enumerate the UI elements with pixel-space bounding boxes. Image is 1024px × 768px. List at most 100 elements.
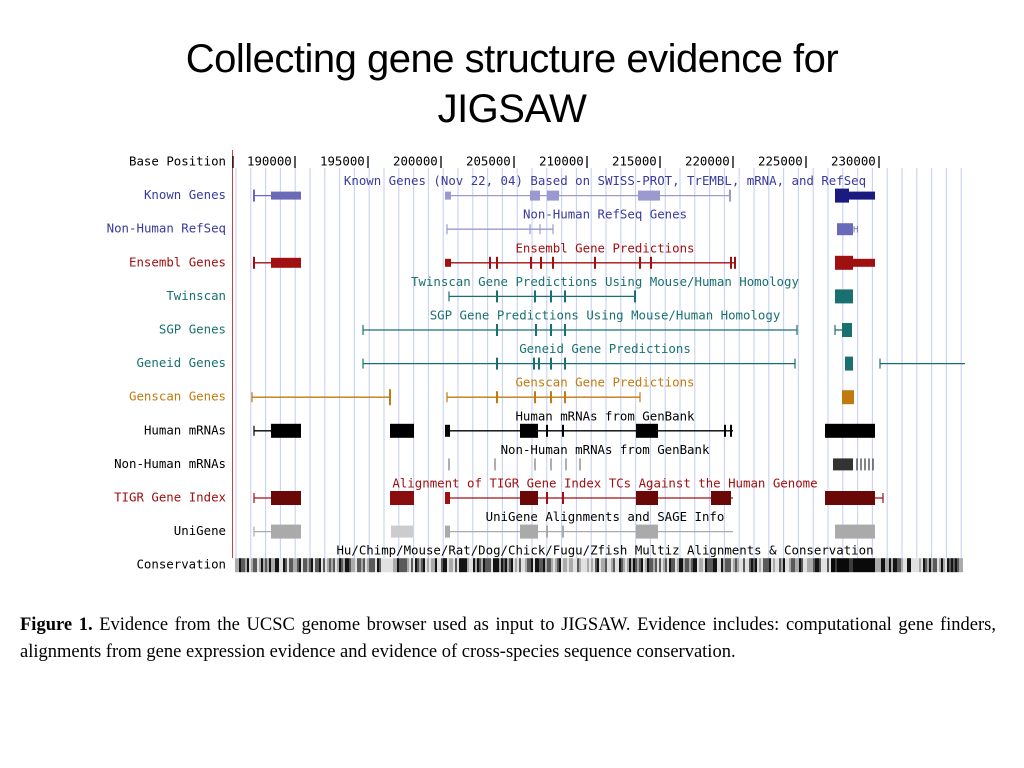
conservation-bar	[277, 558, 279, 573]
conservation-bar	[863, 558, 865, 573]
conservation-bar	[359, 558, 361, 573]
track-label-tigr: TIGR Gene Index	[114, 490, 226, 505]
conservation-bar	[679, 558, 681, 573]
conservation-bar	[391, 558, 393, 573]
conservation-bar	[347, 558, 349, 573]
conservation-bar	[337, 558, 339, 573]
track-title-nonhuman_refseq: Non-Human RefSeq Genes	[523, 207, 687, 222]
base-position-tick: 225000	[758, 154, 803, 169]
conservation-bar	[447, 558, 449, 573]
conservation-bar	[327, 558, 329, 573]
conservation-bar	[385, 558, 387, 573]
conservation-bar	[263, 558, 265, 573]
conservation-bar	[511, 558, 513, 573]
conservation-bar	[551, 558, 553, 573]
conservation-bar	[319, 558, 321, 573]
base-position-tick: 220000	[685, 154, 730, 169]
conservation-bar	[813, 558, 815, 573]
conservation-bar	[515, 558, 517, 573]
conservation-bar	[783, 558, 785, 573]
conservation-bar	[483, 558, 485, 573]
conservation-bar	[729, 558, 731, 573]
conservation-bar	[803, 558, 805, 573]
conservation-bar	[535, 558, 537, 573]
conservation-bar	[313, 558, 315, 573]
conservation-bar	[285, 558, 287, 573]
conservation-bar	[305, 558, 307, 573]
conservation-bar	[355, 558, 357, 573]
conservation-bar	[921, 558, 923, 573]
conservation-bar	[425, 558, 427, 573]
genscan-exon	[842, 390, 854, 405]
track-title-human_mrna: Human mRNAs from GenBank	[515, 408, 695, 423]
track-title-ensembl: Ensembl Gene Predictions	[515, 240, 694, 255]
conservation-bar	[257, 558, 259, 573]
conservation-bar	[431, 558, 433, 573]
conservation-bar	[777, 558, 779, 573]
conservation-bar	[439, 558, 441, 573]
conservation-bar	[861, 558, 863, 573]
conservation-bar	[473, 558, 475, 573]
conservation-bar	[705, 558, 707, 573]
known-gene-exon	[547, 190, 559, 201]
conservation-bar	[503, 558, 505, 573]
conservation-bar	[659, 558, 661, 573]
conservation-bar	[959, 558, 961, 573]
conservation-bar	[635, 558, 637, 573]
conservation-bar	[377, 558, 379, 573]
conservation-bar	[649, 558, 651, 573]
conservation-bar	[625, 558, 627, 573]
conservation-bar	[669, 558, 671, 573]
conservation-bar	[629, 558, 631, 573]
conservation-bar	[387, 558, 389, 573]
conservation-bar	[487, 558, 489, 573]
conservation-bar	[609, 558, 611, 573]
conservation-bar	[491, 558, 493, 573]
conservation-bar	[933, 558, 935, 573]
conservation-bar	[605, 558, 607, 573]
conservation-bar	[283, 558, 285, 573]
nonhuman-refseq-glyph: H	[853, 226, 858, 236]
conservation-bar	[749, 558, 751, 573]
conservation-bar	[529, 558, 531, 573]
conservation-bar	[849, 558, 851, 573]
conservation-bar	[627, 558, 629, 573]
conservation-bar	[577, 558, 579, 573]
conservation-bar	[925, 558, 927, 573]
conservation-bar	[947, 558, 949, 573]
conservation-bar	[893, 558, 895, 573]
conservation-bar	[415, 558, 417, 573]
conservation-bar	[835, 558, 837, 573]
track-title-tigr: Alignment of TIGR Gene Index TCs Against…	[392, 476, 817, 491]
conservation-bar	[303, 558, 305, 573]
conservation-bar	[421, 558, 423, 573]
conservation-bar	[261, 558, 263, 573]
conservation-bar	[781, 558, 783, 573]
conservation-bar	[741, 558, 743, 573]
sgp-exon	[842, 323, 852, 337]
conservation-bar	[375, 558, 377, 573]
conservation-bar	[297, 558, 299, 573]
conservation-bar	[533, 558, 535, 573]
conservation-bar	[595, 558, 597, 573]
conservation-bar	[423, 558, 425, 573]
tigr-exon	[271, 491, 301, 505]
conservation-bar	[751, 558, 753, 573]
conservation-bar	[363, 558, 365, 573]
conservation-bar	[837, 558, 839, 573]
conservation-bar	[733, 558, 735, 573]
conservation-bar	[957, 558, 959, 573]
conservation-bar	[929, 558, 931, 573]
conservation-bar	[525, 558, 527, 573]
conservation-bar	[417, 558, 419, 573]
conservation-bar	[887, 558, 889, 573]
nonhuman-refseq-exon	[837, 223, 853, 236]
conservation-bar	[287, 558, 289, 573]
conservation-bar	[789, 558, 791, 573]
conservation-bar	[611, 558, 613, 573]
conservation-bar	[833, 558, 835, 573]
base-position-tick: 210000	[539, 154, 584, 169]
base-position-tick: 195000	[320, 154, 365, 169]
conservation-bar	[539, 558, 541, 573]
conservation-bar	[943, 558, 945, 573]
